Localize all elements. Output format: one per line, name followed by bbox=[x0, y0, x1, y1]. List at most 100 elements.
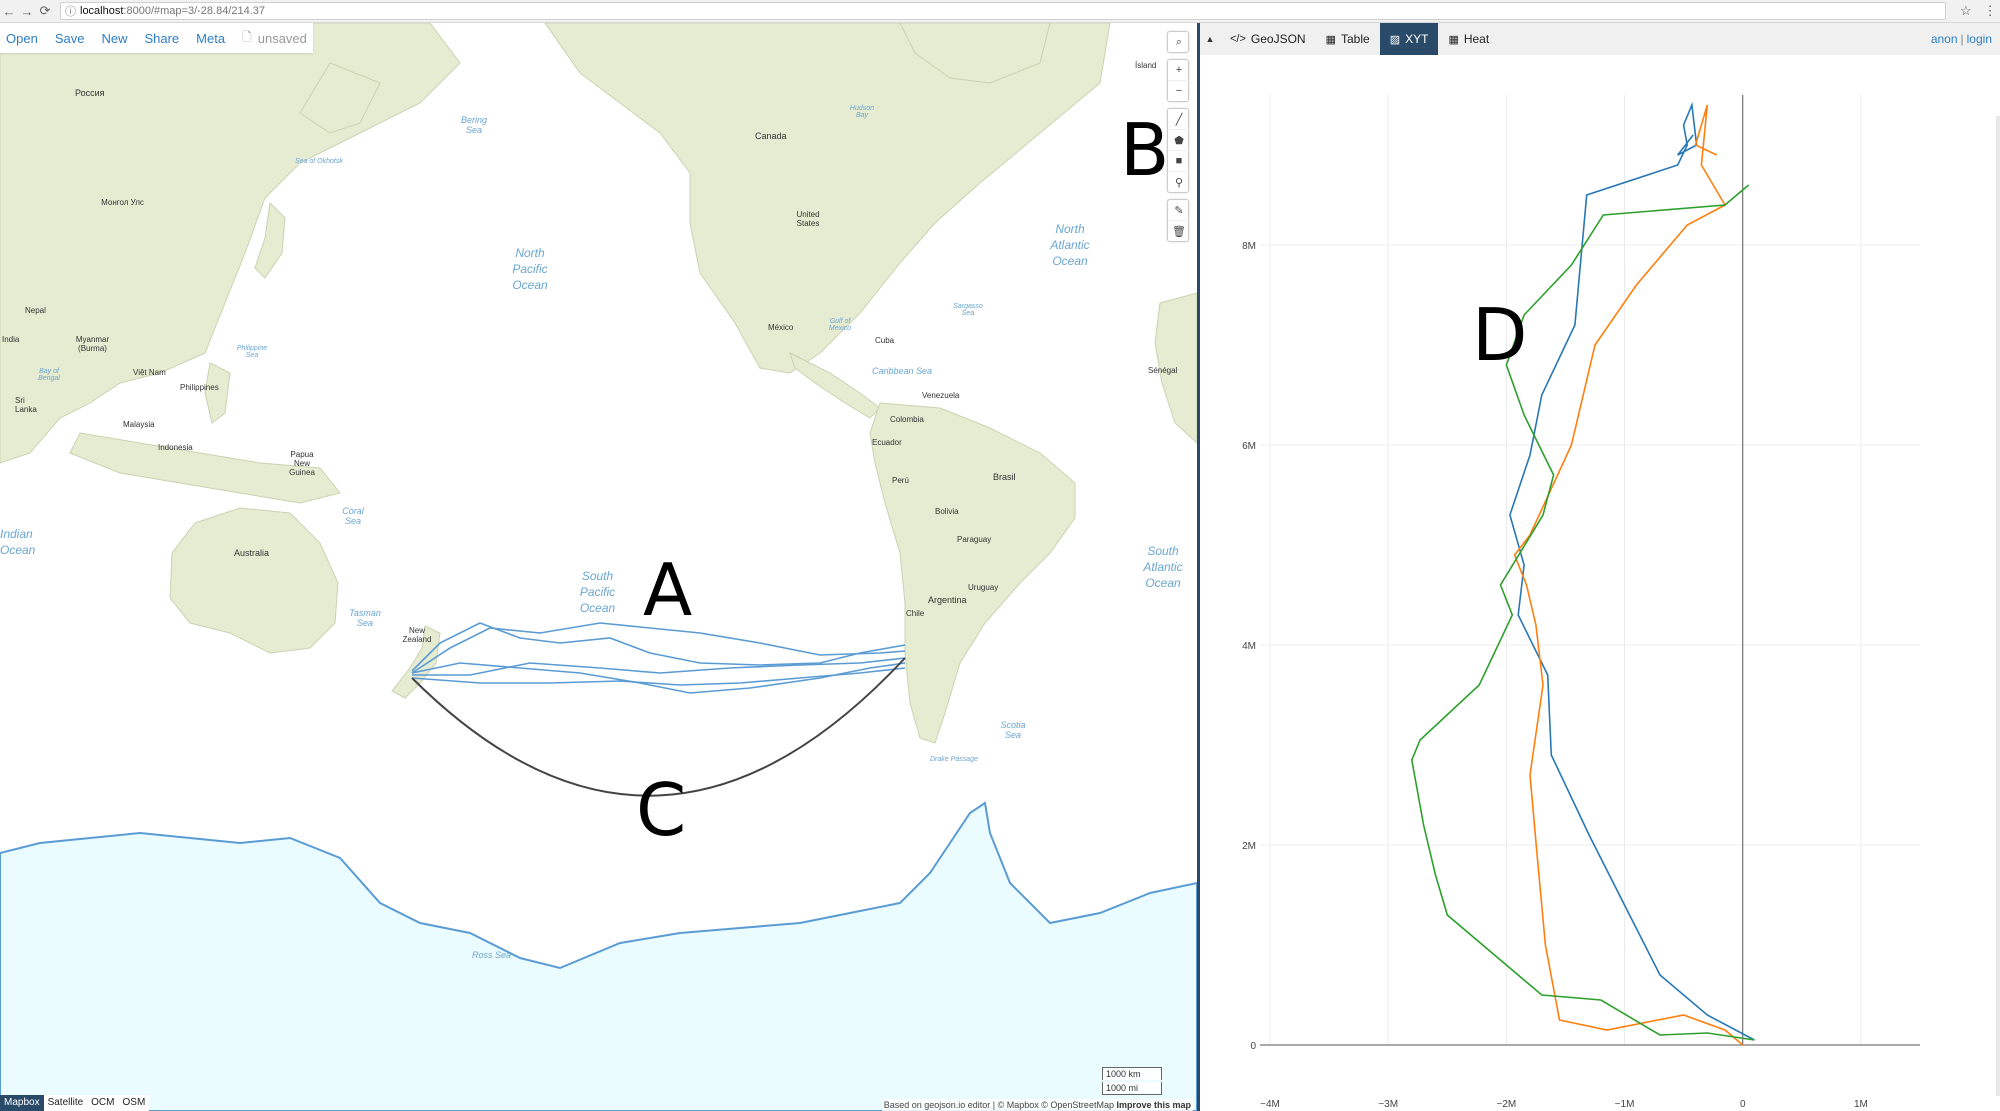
map-label-venezuela: Venezuela bbox=[922, 391, 960, 400]
map-label-paraguay: Paraguay bbox=[957, 535, 992, 544]
menu-meta[interactable]: Meta bbox=[196, 30, 226, 46]
track-1 bbox=[411, 622, 906, 672]
tab-geojson[interactable]: </> GeoJSON bbox=[1220, 23, 1316, 55]
ocean-label-south-pacific: South Pacific Ocean bbox=[579, 569, 616, 615]
scale-km: 1000 km bbox=[1102, 1067, 1162, 1080]
ocean-label-north-pacific: North Pacific Ocean bbox=[512, 246, 548, 292]
xyt-chart[interactable]: −4M −3M −2M −1M 0 1M 0 2M 4M 6M 8M bbox=[1200, 55, 1996, 1111]
tab-heat[interactable]: ▦ Heat bbox=[1438, 23, 1499, 55]
map-label-island: Ísland bbox=[1135, 61, 1157, 70]
x-tick-label: 1M bbox=[1854, 1099, 1868, 1110]
map-label-viet-nam: Việt Nam bbox=[133, 368, 166, 377]
document-icon: 🗋 bbox=[242, 29, 252, 44]
map-label-brasil: Brasil bbox=[993, 472, 1016, 482]
map-label-peru: Perú bbox=[892, 476, 909, 485]
ocean-label-ross-sea: Ross Sea bbox=[472, 950, 512, 960]
chart-series bbox=[1410, 101, 1755, 1046]
draw-polygon-icon[interactable]: ⬟ bbox=[1168, 130, 1190, 151]
y-tick-label: 0 bbox=[1250, 1041, 1256, 1052]
draw-line-icon[interactable]: ╱ bbox=[1168, 109, 1190, 130]
delete-icon[interactable]: 🗑 bbox=[1172, 225, 1186, 238]
collapse-icon[interactable]: ▲ bbox=[1205, 34, 1215, 44]
file-menu: Open Save New Share Meta 🗋 unsaved bbox=[0, 23, 313, 53]
bookmark-star-icon[interactable]: ☆ bbox=[1960, 3, 1972, 18]
ocean-label-gulf-of-mexico: Gulf of Mexico bbox=[828, 318, 852, 332]
attribution-text: Based on geojson.io editor | © Mapbox © … bbox=[883, 1100, 1114, 1110]
menu-save[interactable]: Save bbox=[54, 30, 85, 46]
zoom-in-icon[interactable]: + bbox=[1168, 60, 1190, 81]
browser-menu-icon[interactable]: ⋮ bbox=[1983, 3, 1997, 18]
tracks-a[interactable] bbox=[411, 622, 906, 694]
login-link[interactable]: login bbox=[1966, 32, 1992, 46]
map-canvas[interactable] bbox=[0, 23, 1197, 1111]
ocean-label-coral-sea: Coral Sea bbox=[342, 506, 364, 526]
map-label-papua: Papua New Guinea bbox=[289, 450, 315, 477]
table-icon: ▦ bbox=[1325, 33, 1336, 46]
ocean-label-hudson-bay: Hudson Bay bbox=[849, 105, 875, 119]
ocean-label-sea-of-okhotsk: Sea of Okhotsk bbox=[295, 158, 343, 165]
series-line-2[interactable] bbox=[1513, 104, 1744, 1046]
series-line-3[interactable] bbox=[1410, 184, 1755, 1041]
tab-table[interactable]: ▦ Table bbox=[1316, 23, 1380, 55]
map-pane[interactable]: Россия Монгол Улс Canada United States M… bbox=[0, 23, 1197, 1111]
pane-divider[interactable] bbox=[1197, 23, 1200, 1111]
address-bar[interactable]: ⓘ localhost :8000/#map=3/-28.84/214.37 bbox=[60, 2, 1946, 20]
x-tick-label: 0 bbox=[1740, 1099, 1746, 1110]
ocean-label-philippine-sea: Philippine Sea bbox=[236, 345, 268, 359]
great-circle-arc-c[interactable] bbox=[411, 657, 906, 797]
chart-icon: ▨ bbox=[1389, 33, 1401, 46]
auth-links: anon | login bbox=[1931, 32, 1992, 46]
improve-map-link[interactable]: Improve this map bbox=[1116, 1100, 1191, 1110]
map-label-bolivia: Bolivia bbox=[935, 507, 959, 516]
japan-landmass bbox=[254, 201, 286, 279]
scale-bar: 1000 km 1000 mi bbox=[1102, 1067, 1162, 1095]
scale-mi: 1000 mi bbox=[1102, 1082, 1162, 1095]
url-host: localhost bbox=[80, 5, 124, 17]
reload-icon[interactable]: ⟳ bbox=[39, 3, 51, 18]
tab-geojson-label: GeoJSON bbox=[1250, 32, 1306, 46]
track-5 bbox=[411, 622, 906, 674]
edit-icon[interactable]: ✎ bbox=[1168, 200, 1190, 221]
x-tick-label: −4M bbox=[1260, 1099, 1280, 1110]
map-label-myanmar: Myanmar (Burma) bbox=[75, 335, 110, 353]
draw-marker-icon[interactable]: ⚲ bbox=[1174, 176, 1184, 189]
map-label-indonesia: Indonesia bbox=[158, 443, 193, 452]
map-label-new-zealand: New Zealand bbox=[402, 626, 432, 644]
map-label-senegal: Sénégal bbox=[1148, 366, 1178, 375]
layer-satellite[interactable]: Satellite bbox=[47, 1097, 84, 1108]
site-info-icon[interactable]: ⓘ bbox=[65, 6, 76, 18]
map-label-ecuador: Ecuador bbox=[872, 438, 902, 447]
draw-rectangle-icon[interactable]: ■ bbox=[1168, 151, 1190, 172]
menu-open[interactable]: Open bbox=[6, 30, 38, 46]
track-4 bbox=[411, 667, 906, 686]
layer-ocm[interactable]: OCM bbox=[91, 1097, 115, 1108]
layer-switcher: Mapbox Satellite OCM OSM bbox=[0, 1095, 150, 1111]
draw-group: ╱ ⬟ ■ ⚲ bbox=[1167, 108, 1190, 193]
layer-osm[interactable]: OSM bbox=[122, 1097, 146, 1108]
map-label-sri-lanka: Sri Lanka bbox=[15, 396, 37, 414]
search-group: ⌕ bbox=[1167, 31, 1189, 53]
kamchatka-landmass bbox=[299, 62, 381, 134]
back-icon[interactable]: ← bbox=[2, 3, 16, 19]
africa-landmass bbox=[1154, 292, 1197, 444]
map-label-argentina: Argentina bbox=[928, 595, 967, 605]
anon-link[interactable]: anon bbox=[1930, 32, 1958, 46]
y-tick-label: 4M bbox=[1242, 641, 1256, 652]
y-tick-label: 2M bbox=[1242, 841, 1256, 852]
layer-mapbox[interactable]: Mapbox bbox=[0, 1095, 44, 1111]
series-line-1[interactable] bbox=[1509, 101, 1755, 1041]
menu-share[interactable]: Share bbox=[144, 30, 180, 46]
map-label-mexico: México bbox=[768, 323, 794, 332]
map-label-chile: Chile bbox=[906, 609, 925, 618]
tab-table-label: Table bbox=[1341, 32, 1370, 46]
panel-scrollbar[interactable] bbox=[1996, 116, 2000, 1096]
tab-xyt[interactable]: ▨ XYT bbox=[1379, 23, 1439, 55]
x-tick-label: −2M bbox=[1496, 1099, 1516, 1110]
search-icon[interactable]: ⌕ bbox=[1175, 35, 1183, 48]
ocean-label-sargasso-sea: Sargasso Sea bbox=[953, 303, 983, 317]
y-tick-label: 8M bbox=[1242, 241, 1256, 252]
forward-icon[interactable]: → bbox=[20, 3, 34, 19]
zoom-out-icon[interactable]: − bbox=[1175, 85, 1183, 97]
ocean-label-caribbean-sea: Caribbean Sea bbox=[872, 366, 933, 376]
menu-new[interactable]: New bbox=[101, 30, 128, 46]
